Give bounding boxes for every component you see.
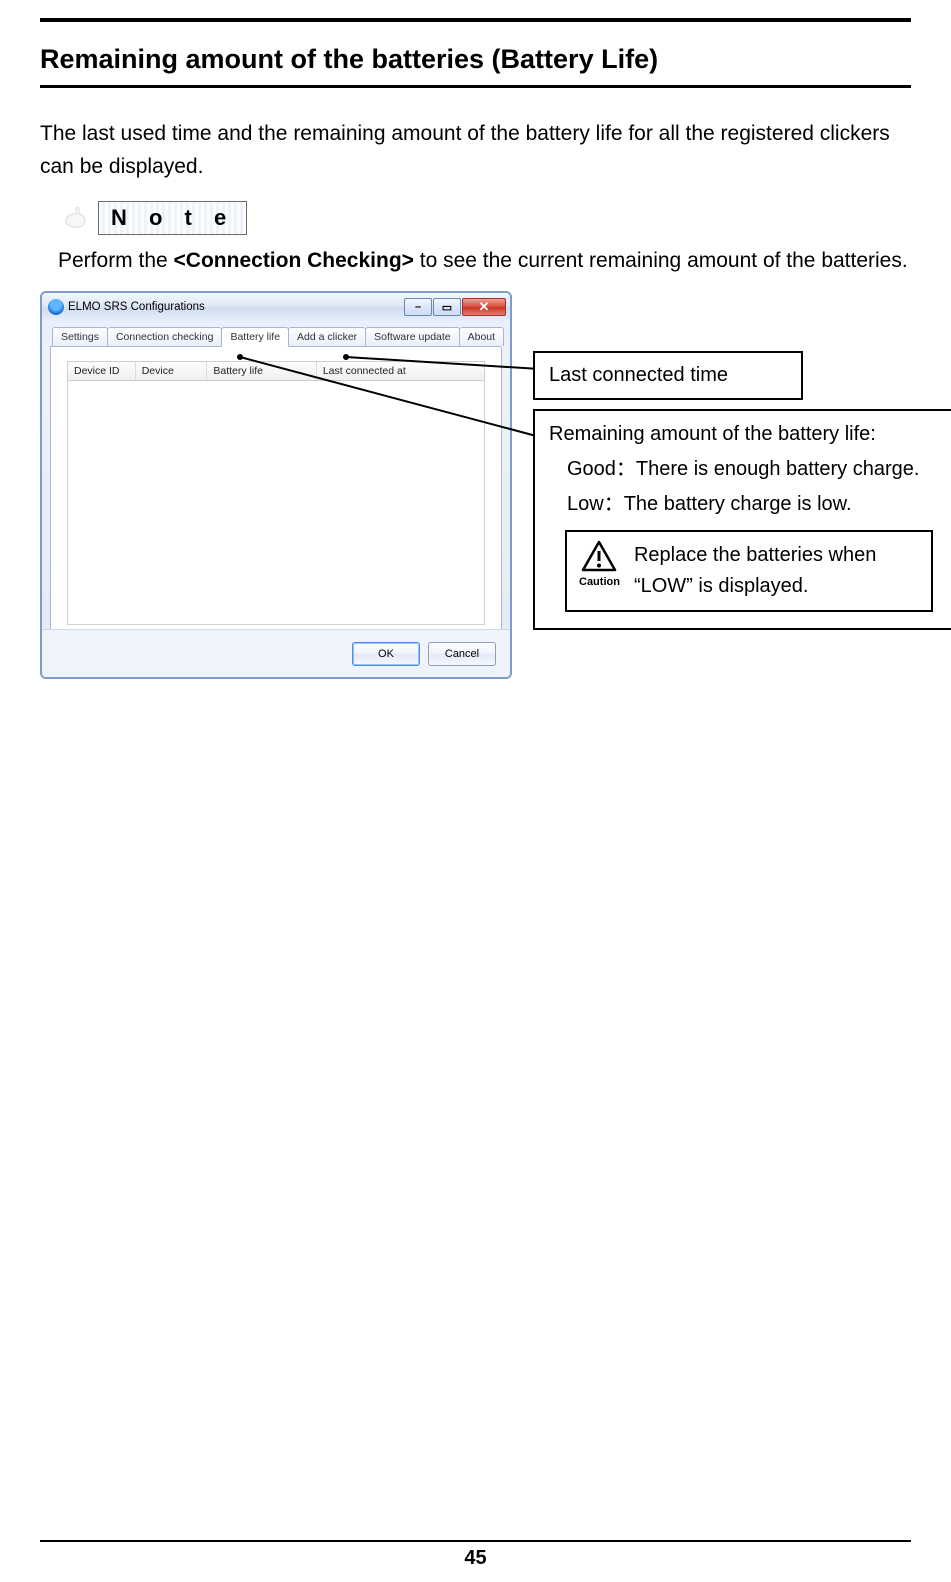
column-last-connected-at[interactable]: Last connected at xyxy=(317,362,484,380)
tab-body: Device IDDeviceBattery lifeLast connecte… xyxy=(50,346,502,642)
page-heading: Remaining amount of the batteries (Batte… xyxy=(40,44,911,75)
callout-last-connected: Last connected time xyxy=(533,351,803,400)
page-number: 45 xyxy=(0,1547,951,1570)
bottom-rule xyxy=(40,1540,911,1542)
heading-rule xyxy=(40,85,911,88)
caution-box: Caution Replace the batteries when “LOW”… xyxy=(565,530,933,612)
column-device[interactable]: Device xyxy=(136,362,208,380)
note-text-post: to see the current remaining amount of t… xyxy=(414,249,908,272)
cancel-button[interactable]: Cancel xyxy=(428,642,496,666)
intro-text: The last used time and the remaining amo… xyxy=(40,118,911,183)
list-header: Device IDDeviceBattery lifeLast connecte… xyxy=(67,361,485,381)
minimize-button[interactable]: – xyxy=(404,298,432,316)
column-device-id[interactable]: Device ID xyxy=(68,362,136,380)
caution-label: Caution xyxy=(579,574,620,591)
tab-battery-life[interactable]: Battery life xyxy=(221,327,289,347)
note-text-pre: Perform the xyxy=(58,249,174,272)
top-rule xyxy=(40,18,911,22)
tab-about[interactable]: About xyxy=(459,327,504,346)
note-label: N o t e xyxy=(98,201,247,235)
maximize-button[interactable]: ▭ xyxy=(433,298,461,316)
figure-area: ELMO SRS Configurations – ▭ ✕ SettingsCo… xyxy=(40,291,911,711)
app-icon xyxy=(48,299,64,315)
titlebar: ELMO SRS Configurations – ▭ ✕ xyxy=(42,293,510,321)
pointing-hand-icon xyxy=(62,205,96,231)
callout-battery-title: Remaining amount of the battery life: xyxy=(549,419,943,450)
callout-good-line: Good：There is enough battery charge. xyxy=(567,454,943,485)
ok-button[interactable]: OK xyxy=(352,642,420,666)
tab-settings[interactable]: Settings xyxy=(52,327,108,346)
note-text: Perform the <Connection Checking> to see… xyxy=(58,249,911,273)
config-dialog: ELMO SRS Configurations – ▭ ✕ SettingsCo… xyxy=(40,291,512,679)
tab-bar: SettingsConnection checkingBattery lifeA… xyxy=(42,321,510,346)
caution-body: Replace the batteries when “LOW” is disp… xyxy=(634,540,919,602)
callout-low-line: Low：The battery charge is low. xyxy=(567,489,943,520)
note-text-bold: <Connection Checking> xyxy=(174,249,414,272)
callout-last-connected-text: Last connected time xyxy=(549,364,728,386)
tab-add-a-clicker[interactable]: Add a clicker xyxy=(288,327,366,346)
callout-battery-life: Remaining amount of the battery life: Go… xyxy=(533,409,951,630)
caution-icon xyxy=(581,540,617,572)
note-block: N o t e xyxy=(62,201,911,235)
dialog-footer: OK Cancel xyxy=(42,629,510,677)
list-body xyxy=(67,381,485,625)
column-battery-life[interactable]: Battery life xyxy=(207,362,316,380)
close-button[interactable]: ✕ xyxy=(462,298,506,316)
window-title: ELMO SRS Configurations xyxy=(68,301,205,313)
tab-connection-checking[interactable]: Connection checking xyxy=(107,327,222,346)
tab-software-update[interactable]: Software update xyxy=(365,327,459,346)
